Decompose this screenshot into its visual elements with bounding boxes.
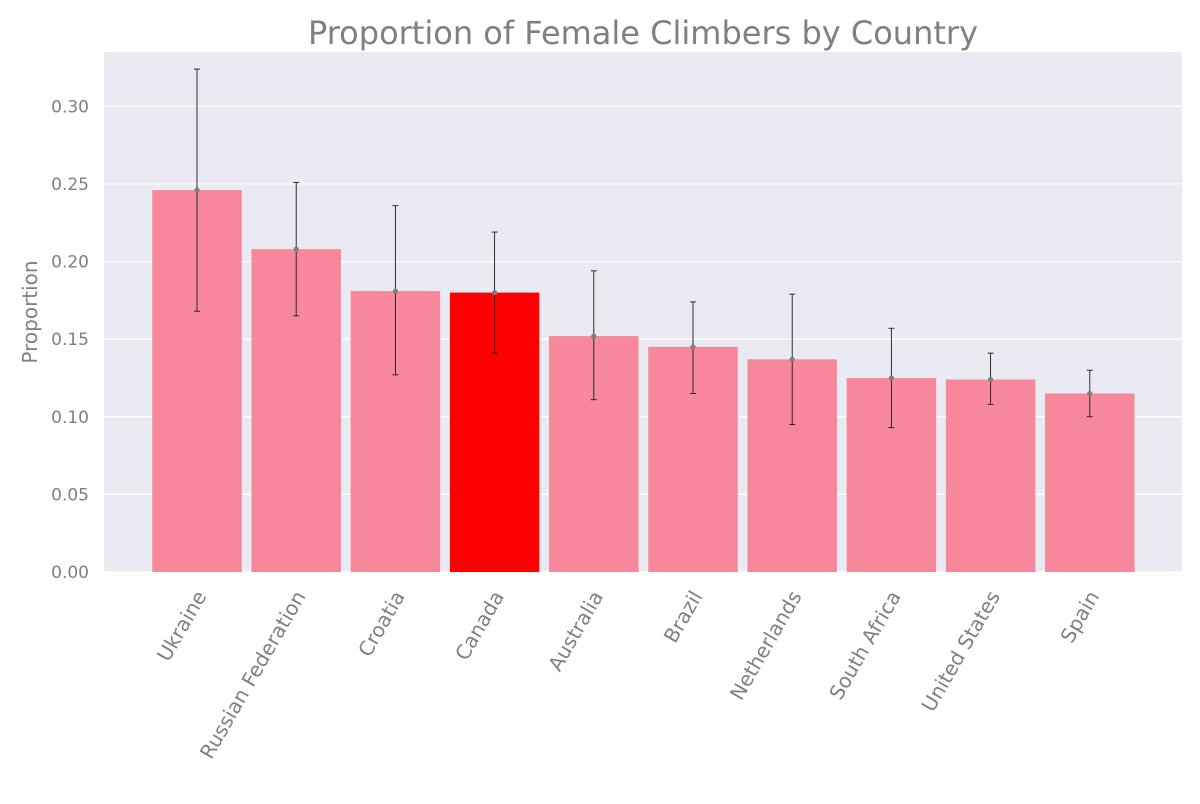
- bar: [945, 379, 1036, 572]
- y-tick-label: 0.10: [51, 408, 89, 428]
- y-tick-label: 0.15: [51, 330, 89, 350]
- data-point-marker: [888, 375, 895, 381]
- y-tick-labels: 0.00 0.05 0.10 0.15 0.20 0.25 0.30: [51, 97, 89, 583]
- y-axis-label: Proportion: [18, 260, 42, 363]
- x-tick-label: Brazil: [659, 587, 708, 647]
- data-point-marker: [1087, 390, 1093, 397]
- y-tick-label: 0.30: [51, 97, 89, 117]
- data-point-marker: [392, 288, 398, 294]
- x-tick-label: Netherlands: [725, 587, 807, 705]
- x-tick-label: Croatia: [353, 587, 410, 661]
- chart-title: Proportion of Female Climbers by Country: [308, 14, 978, 52]
- x-tick-label: Canada: [450, 587, 509, 665]
- data-point-marker: [988, 376, 994, 383]
- data-point-marker: [492, 289, 498, 296]
- bar: [1045, 393, 1135, 572]
- data-point-marker: [194, 187, 200, 193]
- x-tick-label: Ukraine: [152, 587, 211, 666]
- y-tick-label: 0.25: [51, 175, 89, 195]
- data-point-marker: [789, 356, 795, 362]
- x-tick-label: Russian Federation: [195, 587, 311, 763]
- x-tick-label: United States: [916, 587, 1005, 716]
- y-tick-label: 0.00: [51, 563, 89, 583]
- x-tick-label: Spain: [1055, 587, 1104, 647]
- x-tick-label: Australia: [543, 587, 608, 676]
- x-tick-label: South Africa: [824, 587, 906, 704]
- data-point-marker: [690, 344, 696, 350]
- data-point-marker: [293, 246, 299, 252]
- y-tick-label: 0.20: [51, 253, 89, 273]
- y-tick-label: 0.05: [51, 485, 89, 505]
- data-point-marker: [591, 333, 597, 339]
- error-bars: [194, 68, 1093, 429]
